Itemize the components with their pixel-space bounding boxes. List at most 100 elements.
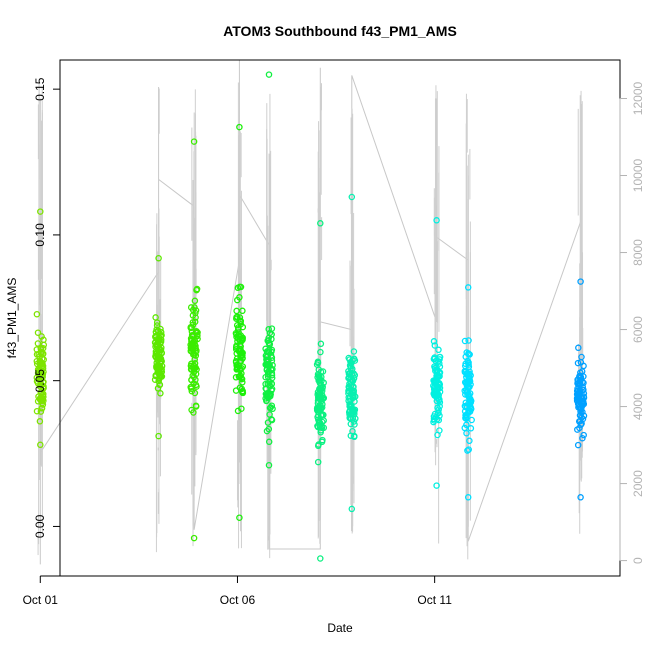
data-point xyxy=(155,377,162,385)
data-point xyxy=(236,384,244,391)
data-point xyxy=(155,254,162,262)
data-point xyxy=(266,411,273,418)
data-point xyxy=(155,370,162,377)
data-point xyxy=(465,446,472,453)
data-point xyxy=(187,383,194,391)
data-point xyxy=(576,379,584,387)
data-point xyxy=(188,360,195,368)
data-point xyxy=(436,363,444,370)
data-point xyxy=(192,307,200,314)
data-point xyxy=(577,421,585,428)
data-point xyxy=(314,397,322,405)
data-point xyxy=(435,346,442,354)
y2-tick-label: 12000 xyxy=(631,81,645,115)
data-point xyxy=(236,514,243,521)
data-point xyxy=(38,404,46,412)
data-point xyxy=(238,352,246,360)
y-tick-label: 0.00 xyxy=(33,514,47,538)
data-point xyxy=(430,338,438,345)
data-point xyxy=(348,376,356,384)
data-points xyxy=(33,71,588,562)
data-point xyxy=(350,384,357,391)
data-point xyxy=(158,362,166,370)
data-point xyxy=(158,373,166,380)
data-point xyxy=(346,362,354,369)
data-point xyxy=(233,333,240,341)
data-point xyxy=(317,340,325,348)
y-tick-label: 0.10 xyxy=(33,223,47,247)
data-point xyxy=(265,461,273,469)
data-point xyxy=(346,400,353,408)
data-point xyxy=(153,326,160,333)
data-point xyxy=(313,361,321,368)
data-point xyxy=(234,284,242,292)
data-point xyxy=(33,310,41,318)
data-point xyxy=(236,345,243,353)
data-point xyxy=(431,417,438,424)
data-point xyxy=(266,404,274,412)
data-point xyxy=(157,340,164,347)
plot-frame xyxy=(59,59,621,577)
data-point xyxy=(268,325,276,332)
data-point xyxy=(467,381,474,388)
data-point xyxy=(574,400,582,408)
data-point xyxy=(187,304,195,311)
data-point xyxy=(190,366,198,373)
data-point xyxy=(236,341,244,348)
data-point xyxy=(348,193,356,201)
data-point xyxy=(468,416,475,424)
data-point xyxy=(467,398,474,405)
data-point xyxy=(351,432,358,440)
data-point xyxy=(314,358,322,366)
data-point xyxy=(266,390,273,397)
data-point xyxy=(239,379,246,386)
data-point xyxy=(235,324,242,331)
data-point xyxy=(236,123,243,131)
data-point xyxy=(155,432,162,440)
data-point xyxy=(464,284,472,291)
data-point xyxy=(39,384,47,391)
data-point xyxy=(435,406,442,413)
data-point xyxy=(265,425,273,433)
data-point xyxy=(351,410,358,418)
data-point xyxy=(156,381,163,389)
data-point xyxy=(192,376,199,383)
data-point xyxy=(37,360,44,368)
data-point xyxy=(465,409,472,416)
data-point xyxy=(576,417,584,425)
data-point xyxy=(464,494,472,501)
y-tick-label: 0.05 xyxy=(33,369,47,393)
data-point xyxy=(315,406,322,414)
data-point xyxy=(461,337,469,345)
x-axis-label: Date xyxy=(327,621,353,635)
data-point xyxy=(37,441,44,449)
data-point xyxy=(234,407,242,415)
data-point xyxy=(233,342,240,350)
data-point xyxy=(350,392,357,399)
data-point xyxy=(580,412,588,420)
data-point xyxy=(192,402,200,409)
data-point xyxy=(577,369,584,376)
data-point xyxy=(262,395,269,402)
data-point xyxy=(33,378,41,385)
data-point xyxy=(348,505,356,513)
data-point xyxy=(464,447,471,454)
data-point xyxy=(153,319,161,326)
data-point xyxy=(433,482,440,489)
data-point xyxy=(574,441,582,449)
data-point xyxy=(577,405,585,413)
y-axis-label: f43_PM1_AMS xyxy=(5,278,19,359)
data-point xyxy=(237,283,245,291)
data-point xyxy=(577,278,584,285)
data-point xyxy=(188,336,195,343)
data-point xyxy=(576,424,583,432)
data-point xyxy=(436,396,443,403)
data-point xyxy=(38,367,45,374)
data-point xyxy=(152,314,159,321)
data-point xyxy=(37,208,44,215)
data-point xyxy=(268,369,276,377)
data-point xyxy=(39,391,47,399)
data-point xyxy=(36,418,44,425)
data-point xyxy=(577,494,584,501)
data-point xyxy=(463,373,470,381)
